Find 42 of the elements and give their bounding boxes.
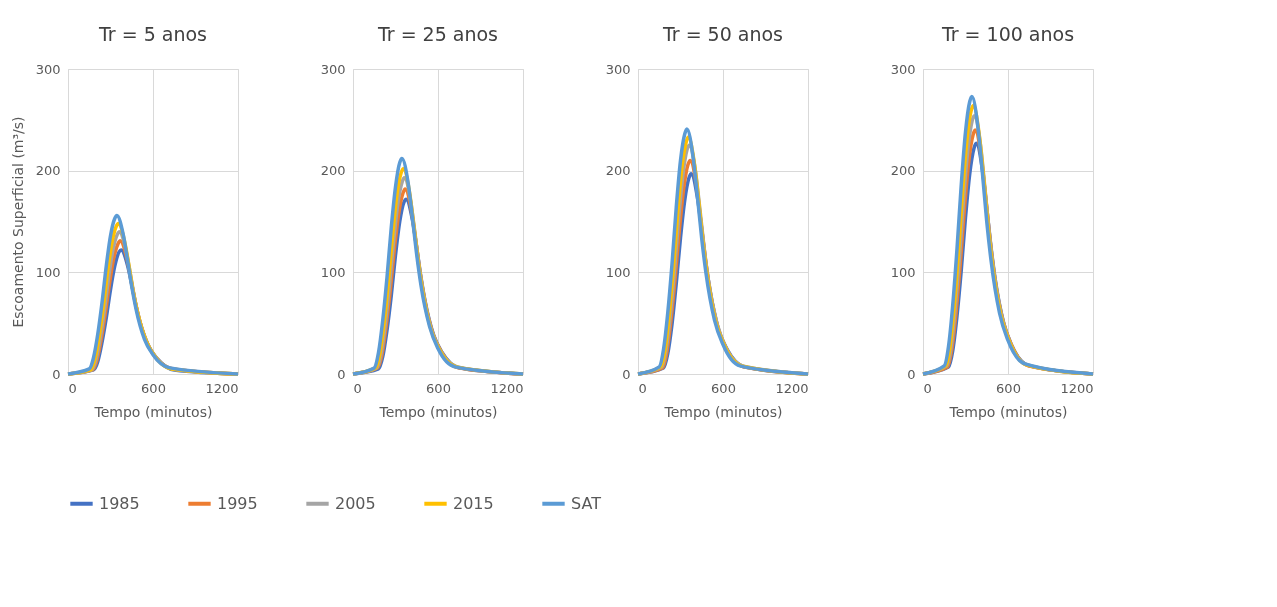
y-tick-label: 300 <box>890 61 916 77</box>
y-tick-label: 200 <box>320 163 346 179</box>
x-tick-label: 600 <box>711 380 736 396</box>
legend-label: 1995 <box>217 493 258 513</box>
legend-label: 2015 <box>453 493 494 513</box>
x-tick-label: 0 <box>638 380 647 396</box>
legend-label: 2005 <box>335 493 376 513</box>
y-tick-label: 200 <box>890 163 916 179</box>
chart-title: Tr = 100 anos <box>940 23 1075 45</box>
chart-title: Tr = 5 anos <box>98 23 207 45</box>
y-tick-label: 100 <box>320 264 346 280</box>
x-axis-title: Tempo (minutos) <box>663 403 783 420</box>
y-tick-label: 300 <box>320 61 346 77</box>
y-tick-label: 0 <box>52 366 61 382</box>
x-tick-label: 1200 <box>1060 380 1094 396</box>
x-tick-label: 1200 <box>775 380 809 396</box>
x-tick-label: 600 <box>141 380 166 396</box>
y-tick-label: 100 <box>35 264 61 280</box>
x-axis-title: Tempo (minutos) <box>378 403 498 420</box>
legend-label: SAT <box>571 493 602 513</box>
y-tick-label: 200 <box>605 163 631 179</box>
x-tick-label: 600 <box>426 380 451 396</box>
x-axis-title: Tempo (minutos) <box>93 403 213 420</box>
x-tick-label: 1200 <box>490 380 524 396</box>
y-tick-label: 200 <box>35 163 61 179</box>
x-tick-label: 0 <box>353 380 362 396</box>
legend-label: 1985 <box>99 493 140 513</box>
y-tick-label: 100 <box>605 264 631 280</box>
y-tick-label: 300 <box>605 61 631 77</box>
x-axis-title: Tempo (minutos) <box>948 403 1068 420</box>
y-tick-label: 100 <box>890 264 916 280</box>
x-tick-label: 600 <box>996 380 1021 396</box>
chart-title: Tr = 50 anos <box>661 23 784 45</box>
y-axis-title: Escoamento Superficial (m³/s) <box>9 116 26 328</box>
chart-title: Tr = 25 anos <box>376 23 499 45</box>
x-tick-label: 0 <box>923 380 932 396</box>
x-tick-label: 1200 <box>205 380 239 396</box>
y-tick-label: 0 <box>907 366 916 382</box>
x-tick-label: 0 <box>68 380 77 396</box>
y-tick-label: 0 <box>337 366 346 382</box>
y-tick-label: 0 <box>622 366 631 382</box>
y-tick-label: 300 <box>35 61 61 77</box>
